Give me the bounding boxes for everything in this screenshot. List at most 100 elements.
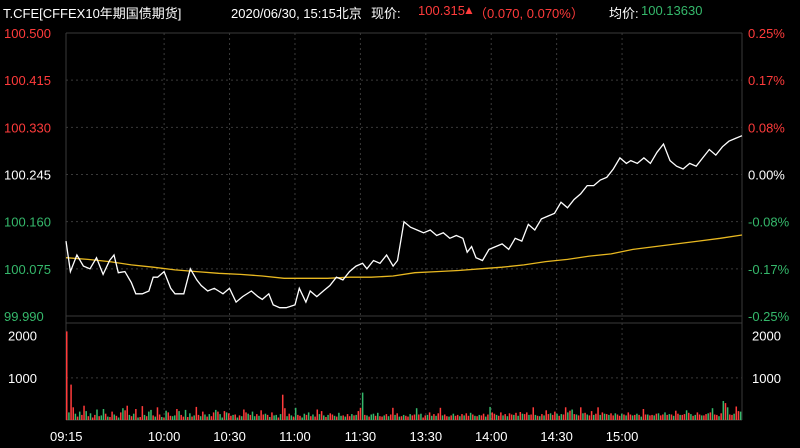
change-value: （0.070, 0.070%） — [474, 6, 584, 21]
volume-bar — [640, 416, 642, 420]
volume-bar — [344, 416, 347, 420]
volume-bar — [709, 412, 712, 420]
volume-bar — [737, 411, 740, 420]
volume-bar — [400, 416, 403, 420]
volume-bar — [182, 416, 185, 420]
volume-bar — [366, 415, 368, 420]
volume-bar — [638, 414, 640, 420]
volume-bar — [688, 412, 690, 420]
volume-bar — [217, 411, 219, 420]
volume-bar — [387, 416, 390, 420]
volume-bar — [657, 413, 660, 420]
volume-bar — [413, 414, 416, 420]
volume-bar — [212, 412, 215, 420]
volume-bar — [247, 413, 249, 420]
volume-bar — [517, 415, 519, 420]
volume-bar — [513, 414, 515, 420]
volume-bar — [249, 414, 252, 420]
price-tick-label: 100.160 — [4, 215, 51, 230]
volume-bar — [474, 415, 476, 420]
volume-bar — [424, 415, 427, 420]
grid-lines — [65, 32, 743, 421]
volume-bar — [618, 415, 621, 420]
volume-bar — [409, 414, 411, 420]
volume-bar — [85, 411, 87, 420]
volume-bar — [193, 415, 195, 420]
volume-bar — [143, 414, 146, 420]
volume-bar — [383, 415, 385, 420]
volume-bar — [325, 417, 327, 420]
volume-bar — [543, 415, 545, 420]
volume-bar — [696, 412, 699, 420]
volume-bar — [538, 416, 541, 420]
volume-bar — [312, 414, 314, 420]
volume-bar — [158, 414, 161, 420]
volume-bar — [560, 414, 563, 420]
volume-bar — [446, 416, 448, 420]
volume-bar — [502, 415, 504, 420]
volume-bar — [299, 415, 301, 420]
volume-bar — [256, 414, 258, 420]
time-tick-label: 13:30 — [410, 429, 443, 444]
volume-bar — [310, 416, 312, 420]
volume-bar — [357, 411, 360, 420]
volume-bar — [625, 415, 627, 420]
volume-bar — [707, 413, 709, 420]
volume-bar — [448, 416, 450, 420]
volume-bar — [582, 413, 584, 420]
volume-bar — [521, 413, 524, 420]
volume-bar — [694, 414, 696, 420]
volume-bar — [398, 416, 401, 420]
volume-bar — [98, 416, 100, 420]
volume-bar — [171, 416, 174, 420]
volume-bar — [238, 415, 241, 420]
volume-bar — [683, 414, 686, 420]
volume-bar — [705, 414, 707, 420]
volume-bar — [666, 414, 668, 420]
volume-bar — [653, 415, 655, 420]
price-tick-label: 99.990 — [4, 309, 44, 324]
volume-bar — [461, 414, 463, 420]
volume-bar — [508, 413, 511, 420]
volume-bar — [422, 417, 424, 420]
volume-bar — [700, 415, 703, 420]
volume-bar — [348, 416, 351, 420]
volume-bar — [68, 412, 70, 420]
volume-tick-label: 2000 — [8, 329, 37, 344]
volume-bar — [167, 412, 170, 420]
volume-bar — [320, 411, 323, 420]
volume-bar — [608, 414, 610, 420]
volume-bar — [107, 416, 109, 420]
volume-bar — [258, 415, 260, 420]
volume-bar — [189, 413, 191, 420]
volume-bar — [335, 416, 338, 420]
volume-bar — [364, 414, 366, 420]
time-tick-label: 11:30 — [345, 429, 377, 444]
volume-bar — [713, 414, 716, 420]
volume-bar — [145, 416, 148, 420]
volume-bar — [132, 413, 135, 420]
volume-bar — [554, 411, 556, 420]
volume-bar — [443, 414, 446, 420]
volume-bar — [739, 411, 742, 420]
volume-bar — [482, 413, 485, 420]
volume-bar — [489, 406, 491, 420]
volume-bar — [245, 412, 247, 420]
percent-tick-label: 0.08% — [748, 120, 785, 135]
volume-bar — [439, 407, 442, 420]
volume-bar — [286, 416, 288, 420]
volume-bar — [515, 412, 517, 420]
volume-bar — [227, 413, 230, 420]
volume-bar — [634, 414, 636, 420]
volume-bar — [623, 414, 625, 420]
volume-bar — [627, 412, 630, 420]
volume-bar — [266, 414, 269, 420]
volume-bar — [415, 408, 418, 420]
volume-bar — [724, 403, 727, 420]
volume-bar — [338, 412, 340, 420]
volume-axis-labels: 2000 2000 1000 1000 — [8, 329, 781, 386]
volume-bar — [396, 413, 398, 420]
volume-bar — [437, 413, 439, 420]
volume-bar — [536, 415, 539, 420]
volume-bar — [642, 409, 645, 420]
